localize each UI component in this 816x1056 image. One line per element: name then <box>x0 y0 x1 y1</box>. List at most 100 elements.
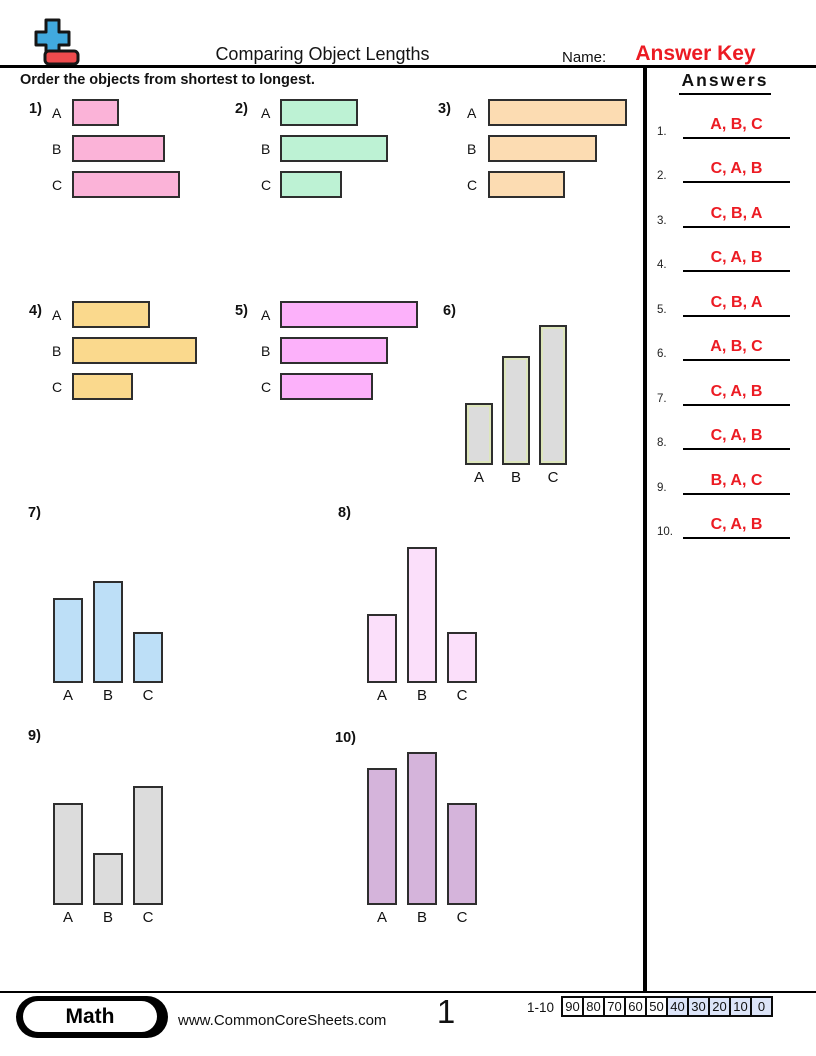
problem-number: 1) <box>29 101 42 117</box>
website-url: www.CommonCoreSheets.com <box>178 1012 387 1029</box>
bar-label: C <box>52 379 63 395</box>
name-label: Name: <box>562 49 607 66</box>
worksheet-title: Comparing Object Lengths <box>215 44 430 64</box>
score-cell: 10 <box>729 996 752 1017</box>
object-bar <box>72 171 180 198</box>
object-bar <box>539 325 567 465</box>
bar-label: A <box>376 909 387 926</box>
answer-number: 8. <box>657 437 667 449</box>
bar-label: A <box>467 105 477 121</box>
object-bar <box>488 171 565 198</box>
bar-label: A <box>52 307 62 323</box>
bar-label: B <box>261 343 271 359</box>
object-bar <box>72 373 133 400</box>
answer-row: 1. A, B, C <box>654 113 796 139</box>
object-bar <box>72 99 119 126</box>
answer-value: A, B, C <box>710 338 763 355</box>
answer-line: C, B, A <box>683 200 790 228</box>
bar-label: C <box>52 177 63 193</box>
answer-value: C, A, B <box>710 382 763 400</box>
answer-number: 9. <box>657 481 667 494</box>
answer-row: 4. C, A, B <box>654 246 796 272</box>
problem-number: 7) <box>28 505 41 521</box>
answer-number: 6. <box>657 348 667 360</box>
answer-row: 8. C, A, B <box>654 424 796 450</box>
answer-line: B, A, C <box>683 467 790 495</box>
answer-value: C, A, B <box>710 427 763 444</box>
answer-line: C, A, B <box>683 511 790 539</box>
object-bar <box>488 135 597 162</box>
answers-heading: Answers <box>655 70 795 95</box>
answer-number: 7. <box>657 392 667 405</box>
subject-badge-label: Math <box>23 1001 157 1032</box>
bar-label: A <box>261 105 271 121</box>
object-bar <box>280 135 388 162</box>
bar-label: C <box>456 909 468 926</box>
answer-value: C, A, B <box>710 160 763 177</box>
score-cell: 80 <box>582 996 605 1017</box>
score-cell: 30 <box>687 996 710 1017</box>
answer-value: C, A, B <box>710 249 763 266</box>
answer-value: C, B, A <box>710 204 763 222</box>
answer-value: B, A, C <box>710 471 763 489</box>
object-bar <box>72 135 165 162</box>
bar-label: B <box>510 469 521 486</box>
object-bar <box>53 803 83 905</box>
bar-label: C <box>547 469 559 486</box>
object-bar <box>280 301 418 328</box>
object-bar <box>367 614 397 683</box>
bar-label: A <box>376 687 387 704</box>
bar-label: C <box>261 379 272 395</box>
answer-row: 5. C, B, A <box>654 291 796 317</box>
answer-line: C, A, B <box>683 378 790 406</box>
answer-row: 9. B, A, C <box>654 469 796 495</box>
object-bar <box>502 356 530 465</box>
score-cell: 60 <box>624 996 647 1017</box>
bar-label: B <box>261 141 271 157</box>
object-bar <box>93 853 123 905</box>
bar-label: A <box>261 307 271 323</box>
object-bar <box>447 803 477 905</box>
answer-number: 3. <box>657 214 667 227</box>
object-bar <box>72 301 150 328</box>
answer-value: A, B, C <box>710 115 763 133</box>
answers-divider-double-rule <box>643 65 647 991</box>
footer-rule <box>0 991 816 993</box>
answer-number: 1. <box>657 125 667 138</box>
object-bar <box>407 752 437 905</box>
subject-badge: Math <box>16 996 168 1038</box>
bar-label: B <box>416 909 427 926</box>
problem-number: 2) <box>235 101 248 117</box>
bar-label: B <box>102 687 113 704</box>
problem-number: 3) <box>438 101 451 117</box>
object-bar <box>53 598 83 683</box>
problem-number: 6) <box>443 303 456 319</box>
answer-number: 2. <box>657 170 667 182</box>
answer-row: 6. A, B, C <box>654 335 796 361</box>
answer-number: 4. <box>657 259 667 271</box>
bar-label: B <box>102 909 113 926</box>
problem-number: 5) <box>235 303 248 319</box>
bar-label: C <box>142 909 154 926</box>
score-cell: 40 <box>666 996 689 1017</box>
answer-number: 5. <box>657 303 667 316</box>
answer-line: C, A, B <box>683 244 790 272</box>
answer-value: C, B, A <box>710 293 763 311</box>
object-bar <box>280 171 342 198</box>
bar-label: C <box>142 687 154 704</box>
object-bar <box>72 337 197 364</box>
problem-number: 4) <box>29 303 42 319</box>
answer-line: C, A, B <box>683 422 790 450</box>
score-cell: 70 <box>603 996 626 1017</box>
problem-number: 10) <box>335 730 356 746</box>
answer-value: C, A, B <box>710 516 763 533</box>
bar-label: A <box>62 687 73 704</box>
answer-line: A, B, C <box>683 111 790 139</box>
bar-label: B <box>467 141 477 157</box>
bar-label: C <box>456 687 468 704</box>
object-bar <box>93 581 123 683</box>
object-bar <box>367 768 397 905</box>
object-bar <box>465 403 493 465</box>
name-value-answer-key: Answer Key <box>635 42 756 65</box>
answer-line: C, A, B <box>683 155 790 183</box>
